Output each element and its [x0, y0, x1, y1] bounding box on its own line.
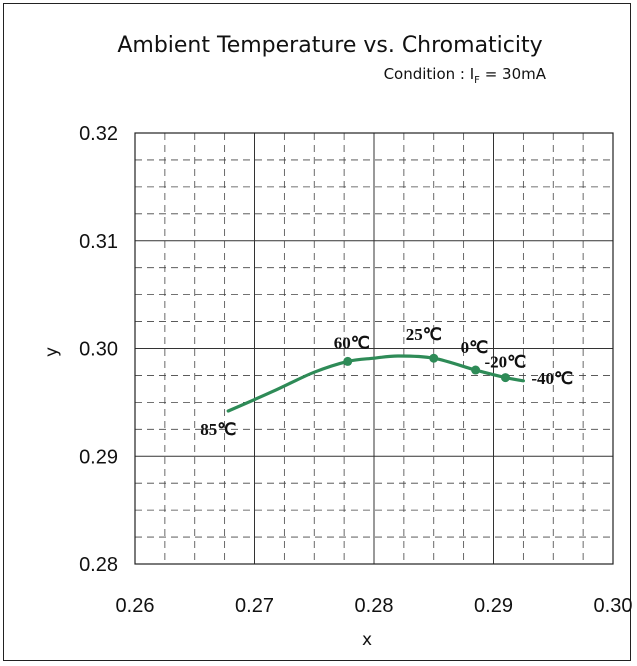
x-tick-label: 0.30: [594, 595, 633, 617]
temperature-label: 25℃: [406, 325, 442, 344]
x-tick-labels: 0.26 0.27 0.28 0.29 0.30: [116, 595, 633, 617]
x-tick-label: 0.27: [235, 595, 274, 617]
grid: [135, 133, 613, 564]
point-marker: [343, 356, 353, 366]
y-tick-labels: 0.28 0.29 0.30 0.31 0.32: [79, 123, 118, 576]
chart-frame: [3, 3, 631, 661]
y-tick-label: 0.30: [79, 339, 118, 361]
plot-area-border: [134, 132, 614, 565]
y-tick-label: 0.31: [79, 231, 118, 253]
x-axis-label: x: [362, 630, 372, 650]
point-marker: [429, 353, 439, 363]
x-tick-label: 0.29: [474, 595, 513, 617]
temperature-labels: 85℃ 60℃ 25℃ 0℃-20℃ -40℃: [200, 325, 573, 439]
y-tick-label: 0.28: [79, 554, 118, 576]
temperature-label: 60℃: [334, 333, 370, 352]
point-marker: [500, 373, 510, 383]
x-tick-label: 0.28: [355, 595, 394, 617]
series-line: [226, 354, 525, 413]
y-tick-label: 0.32: [79, 123, 118, 145]
y-axis-label: y: [42, 347, 62, 357]
temperature-label: -40℃: [531, 369, 573, 388]
x-tick-label: 0.26: [116, 595, 155, 617]
point-marker: [471, 365, 481, 375]
temperature-label: 85℃: [200, 420, 236, 439]
y-tick-label: 0.29: [79, 446, 118, 468]
point-markers: [343, 353, 510, 383]
temperature-label: 0℃: [461, 338, 489, 357]
chart-condition: Condition : IF = 30mA: [384, 65, 547, 86]
temperature-label: -20℃: [484, 353, 526, 372]
chart-title: Ambient Temperature vs. Chromaticity: [117, 33, 542, 58]
